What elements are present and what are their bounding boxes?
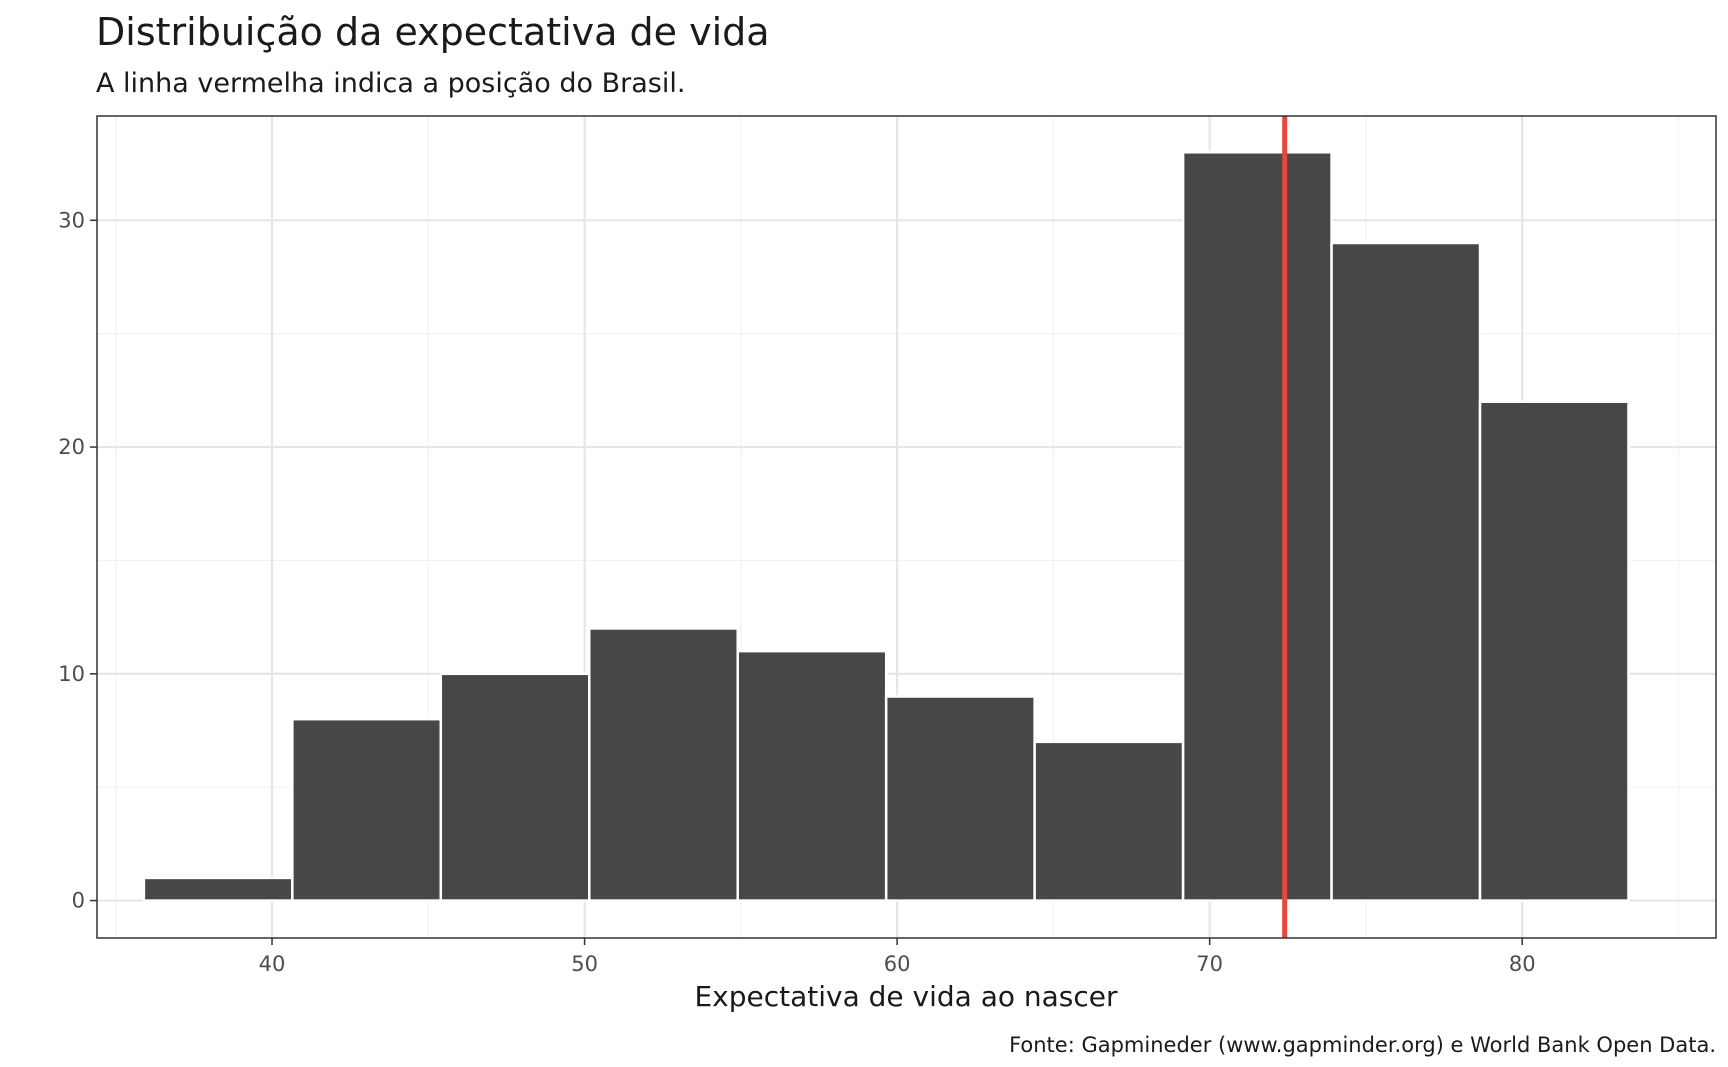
histogram-bar (588, 627, 739, 902)
panel-border (96, 115, 1717, 939)
x-tick-label: 60 (884, 952, 911, 976)
histogram-bar (1478, 400, 1630, 902)
bars (142, 151, 1630, 902)
histogram-bar (1181, 151, 1333, 902)
histogram-bar (439, 672, 591, 902)
histogram-bar (1033, 740, 1185, 902)
y-tick-label: 0 (72, 889, 85, 913)
x-tick-label: 40 (259, 952, 286, 976)
histogram-bar (1330, 241, 1482, 902)
y-tick-label: 30 (58, 208, 85, 232)
x-tick-label: 50 (571, 952, 598, 976)
x-axis-title: Expectativa de vida ao nascer (694, 980, 1118, 1013)
chart-caption: Fonte: Gapmineder (www.gapminder.org) e … (1009, 1033, 1716, 1057)
y-tick-label: 10 (58, 662, 85, 686)
histogram-bar (291, 717, 443, 902)
histogram-bar (736, 649, 888, 902)
y-tick-label: 20 (58, 435, 85, 459)
axes: 40 50 60 70 80 0 10 20 30 (58, 208, 1535, 976)
x-tick-label: 70 (1196, 952, 1223, 976)
histogram-bar (884, 695, 1036, 902)
chart-title: Distribuição da expectativa de vida (96, 10, 770, 54)
histogram-bar (142, 876, 294, 902)
x-tick-label: 80 (1509, 952, 1536, 976)
chart-subtitle: A linha vermelha indica a posição do Bra… (96, 68, 685, 99)
